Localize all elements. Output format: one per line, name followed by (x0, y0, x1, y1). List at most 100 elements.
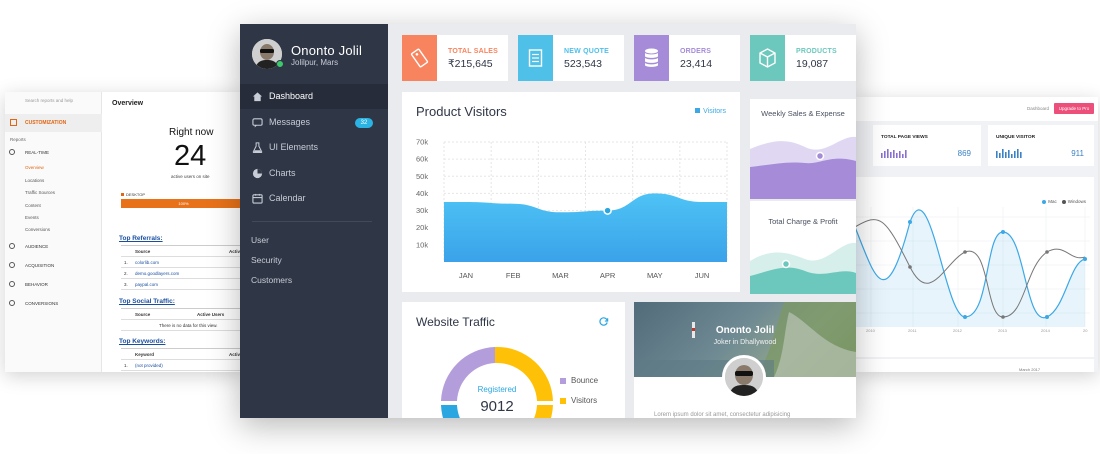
social-table: Source Active Users There is no data for … (121, 308, 245, 331)
products-value: 19,087 (796, 58, 829, 70)
source-header: Source (135, 312, 151, 317)
top-keywords-heading[interactable]: Top Keywords: (119, 338, 166, 345)
nav-dashboard[interactable]: Dashboard (240, 84, 388, 109)
new-quote-card[interactable]: NEW QUOTE 523,543 (518, 35, 624, 81)
row-number: 3. (124, 282, 128, 287)
clock-icon (9, 149, 15, 155)
visitors-slice-lower (534, 405, 553, 418)
keyword-link[interactable]: (not provided) (135, 363, 163, 368)
analytics-search[interactable]: Search reports and help (25, 98, 74, 103)
total-sales-card[interactable]: TOTAL SALES ₹215,645 (402, 35, 508, 81)
visitors-point[interactable] (603, 206, 612, 215)
total-sales-label: TOTAL SALES (448, 48, 499, 55)
rs-xtick: 2012 (953, 328, 962, 333)
bounce-swatch (560, 377, 566, 384)
nav-charts-label: Charts (269, 168, 296, 178)
products-card[interactable]: PRODUCTS 19,087 (750, 35, 856, 81)
sub-locations[interactable]: Locations (25, 178, 45, 183)
nav-ui-elements[interactable]: UI Elements (240, 135, 388, 160)
profile-avatar[interactable] (252, 39, 282, 69)
refresh-icon[interactable] (598, 316, 609, 327)
weekly-sales-title: Weekly Sales & Expense (761, 109, 845, 118)
referral-link[interactable]: paypal.com (135, 282, 159, 287)
active-header: Active (229, 249, 243, 254)
acquisition-icon (9, 262, 15, 268)
sales-area (750, 158, 856, 199)
sub-traffic-sources[interactable]: Traffic Sources (25, 190, 56, 195)
legend-visitors-label: Visitors (571, 396, 598, 405)
sub-content[interactable]: Content (25, 203, 41, 208)
windows-swatch (1061, 199, 1066, 204)
sidebar-link-customers[interactable]: Customers (251, 275, 293, 285)
cover-avatar[interactable] (722, 355, 766, 399)
x-tick-label: MAY (647, 271, 663, 280)
table-row: 1. colorlib.com (121, 257, 245, 268)
sidebar-link-user[interactable]: User (251, 235, 269, 245)
cover-profile-name: Ononto Jolil (715, 325, 775, 336)
mac-swatch (1042, 199, 1047, 204)
windows-point (908, 265, 912, 269)
mac-point (1001, 230, 1005, 234)
windows-point (1001, 315, 1005, 319)
upgrade-button[interactable]: Upgrade to Pro (1054, 103, 1094, 114)
rs-topbar: Dashboard Upgrade to Pro (855, 97, 1098, 121)
analytics-sidebar: Search reports and help CUSTOMIZATION Re… (5, 92, 102, 372)
y-tick-label: 60k (416, 155, 428, 164)
windows-point (1045, 250, 1049, 254)
profile-name: Ononto Jolil (291, 43, 363, 58)
orders-card[interactable]: ORDERS 23,414 (634, 35, 740, 81)
nav-behavior[interactable]: BEHAVIOR (25, 282, 48, 287)
sidebar-link-security[interactable]: Security (251, 255, 282, 265)
nav-conversions[interactable]: CONVERSIONS (25, 301, 59, 306)
mac-point (908, 220, 912, 224)
table-row: 2. demo.goodlayers.com (121, 268, 245, 279)
analytics-customization[interactable]: CUSTOMIZATION (5, 114, 102, 132)
nav-calendar-label: Calendar (269, 193, 306, 203)
x-tick-label: JUN (695, 271, 710, 280)
mac-area (855, 209, 1085, 327)
rs-dashboard-link[interactable]: Dashboard (1027, 106, 1050, 111)
profile-location: Jolilpur, Mars (291, 58, 339, 67)
weekly-point (815, 151, 825, 161)
products-label: PRODUCTS (796, 48, 837, 55)
y-tick-label: 40k (416, 189, 428, 198)
realtime-item[interactable]: REAL-TIME (25, 150, 50, 155)
donut-center-label: Registered (477, 385, 517, 394)
nav-acquisition[interactable]: ACQUISITION (25, 263, 55, 268)
profit-area (750, 267, 856, 294)
total-sales-value: ₹215,645 (448, 58, 493, 70)
cover-landscape (634, 302, 856, 377)
referral-link[interactable]: colorlib.com (135, 260, 160, 265)
row-number: 2. (124, 271, 128, 276)
nav-audience[interactable]: AUDIENCE (25, 244, 49, 249)
nav-calendar[interactable]: Calendar (240, 186, 388, 211)
bounce-slice (441, 347, 495, 401)
avatar-face (725, 358, 763, 396)
new-quote-label: NEW QUOTE (564, 48, 609, 55)
y-tick-label: 10k (416, 240, 428, 249)
behavior-icon (9, 281, 15, 287)
total-sales-icon-box (402, 35, 437, 81)
rs-legend: Mac Windows (1037, 199, 1086, 204)
sub-events[interactable]: Events (25, 215, 39, 220)
mac-point (963, 315, 967, 319)
new-quote-value: 523,543 (564, 58, 602, 70)
referral-link[interactable]: demo.goodlayers.com (135, 271, 180, 276)
top-referrals-heading[interactable]: Top Referrals: (119, 235, 163, 242)
nav-messages[interactable]: Messages 32 (240, 110, 388, 135)
nav-charts[interactable]: Charts (240, 161, 388, 186)
rs-grid (855, 207, 1090, 327)
top-social-heading[interactable]: Top Social Traffic: (119, 298, 175, 305)
active-header: Active (229, 352, 243, 357)
right-now-label: Right now (169, 127, 214, 138)
sub-overview[interactable]: Overview (25, 165, 44, 170)
total-charge-chart (750, 242, 856, 294)
page-views-card: TOTAL PAGE VIEWS 869 (873, 125, 981, 166)
analytics-main: Overview Right now 24 active users on si… (109, 92, 245, 372)
page-views-sparkbars (881, 149, 907, 158)
active-users-text: active users on site (171, 174, 210, 179)
sub-conversions[interactable]: Conversions (25, 227, 51, 232)
desktop-label: DESKTOP (126, 192, 146, 197)
orders-value: 23,414 (680, 58, 713, 70)
